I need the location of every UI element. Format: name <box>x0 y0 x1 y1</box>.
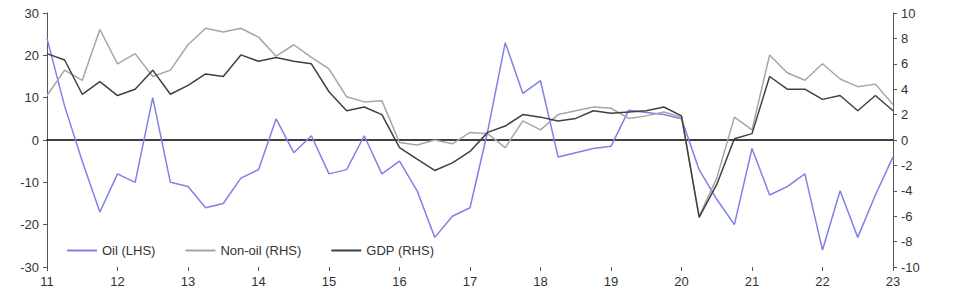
svg-text:10: 10 <box>901 6 915 21</box>
svg-text:19: 19 <box>604 274 618 289</box>
svg-text:Oil (LHS): Oil (LHS) <box>102 243 155 258</box>
svg-text:0: 0 <box>32 133 39 148</box>
svg-text:4: 4 <box>901 82 908 97</box>
svg-text:-20: -20 <box>20 217 39 232</box>
svg-text:18: 18 <box>533 274 547 289</box>
svg-text:13: 13 <box>181 274 195 289</box>
svg-text:23: 23 <box>886 274 900 289</box>
svg-text:22: 22 <box>815 274 829 289</box>
svg-text:11: 11 <box>40 274 54 289</box>
svg-text:-4: -4 <box>901 183 913 198</box>
svg-text:10: 10 <box>25 90 39 105</box>
svg-text:-30: -30 <box>20 260 39 275</box>
svg-text:0: 0 <box>901 133 908 148</box>
svg-text:6: 6 <box>901 56 908 71</box>
svg-text:16: 16 <box>392 274 406 289</box>
svg-text:GDP (RHS): GDP (RHS) <box>366 243 434 258</box>
svg-text:8: 8 <box>901 31 908 46</box>
svg-text:20: 20 <box>25 48 39 63</box>
svg-text:20: 20 <box>674 274 688 289</box>
svg-text:21: 21 <box>745 274 759 289</box>
svg-text:-10: -10 <box>20 175 39 190</box>
svg-text:-8: -8 <box>901 234 913 249</box>
svg-text:30: 30 <box>25 6 39 21</box>
svg-text:-2: -2 <box>901 158 913 173</box>
svg-text:-6: -6 <box>901 209 913 224</box>
svg-text:15: 15 <box>322 274 336 289</box>
svg-text:12: 12 <box>110 274 124 289</box>
svg-text:14: 14 <box>251 274 265 289</box>
svg-text:-10: -10 <box>901 260 920 275</box>
svg-text:2: 2 <box>901 107 908 122</box>
svg-text:17: 17 <box>463 274 477 289</box>
svg-text:Non-oil (RHS): Non-oil (RHS) <box>220 243 301 258</box>
